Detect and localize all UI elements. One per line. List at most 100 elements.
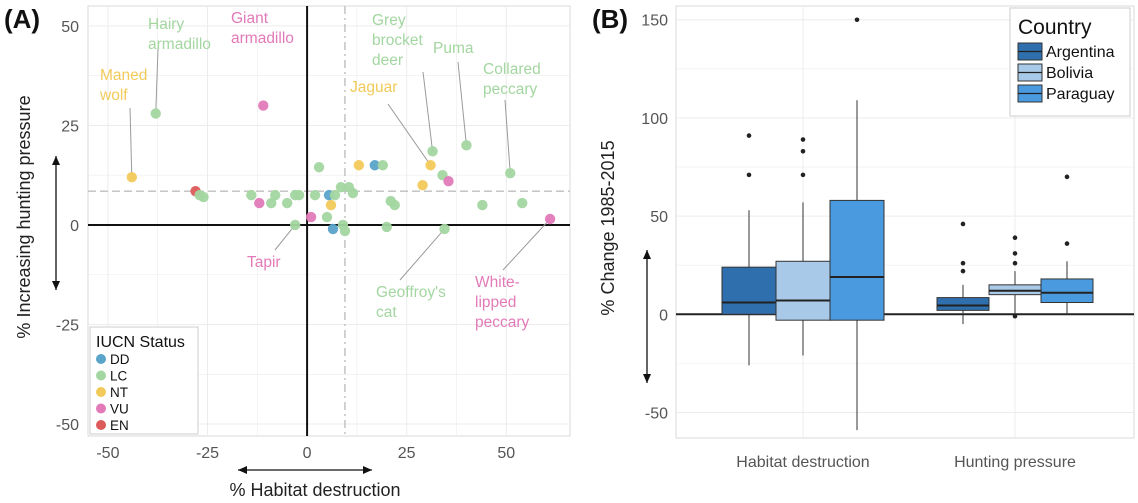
label-leader-line [129,107,133,178]
panel-a-points [126,100,556,237]
species-label: cat [376,304,397,321]
box-outlier [746,172,752,178]
box-plot [936,221,990,325]
iucn-legend-title: IUCN Status [96,334,185,351]
box-plot [829,17,885,431]
horizontal-double-arrow-icon [238,466,372,474]
x-tick-label: -50 [96,445,119,462]
country-legend-title: Country [1018,16,1092,39]
data-point [339,225,351,237]
y-tick-label: 150 [641,13,668,30]
data-point [377,160,388,171]
box-outlier [1012,260,1018,266]
data-point [281,197,293,209]
species-label: Puma [433,40,474,57]
data-point [347,187,359,199]
box-rect [721,266,777,315]
panel-a-y-ticks: -50 -25 0 25 50 [56,19,79,434]
box-outlier [854,17,860,23]
data-point [198,191,209,203]
x-tick-label: Hunting pressure [954,454,1076,471]
box-plot [988,235,1042,319]
y-tick-label: 50 [61,19,79,36]
box-outlier [1064,174,1070,180]
y-tick-label: -25 [56,318,79,335]
label-leader-line [399,228,445,281]
label-leader-line [155,48,159,114]
label-leader-line [502,218,551,271]
legend-item-label: NT [110,385,128,400]
species-label: Maned [100,67,147,84]
data-point [313,162,325,173]
panel-b-boxes [721,17,1094,431]
data-point [266,197,277,209]
y-tick-label: -50 [56,417,79,434]
vertical-double-arrow-icon [643,250,651,383]
label-leader-line [387,103,431,166]
data-point [270,189,281,201]
y-tick-label: 100 [641,111,668,128]
data-point [293,189,305,201]
species-label: Tapir [247,254,281,271]
data-point [309,189,321,201]
x-tick-label: -25 [196,445,219,462]
species-label: peccary [483,81,538,98]
data-point [369,160,381,171]
data-point [427,146,438,157]
species-label: White- [475,274,520,291]
data-point [425,160,436,171]
data-point [321,211,333,223]
legend-item-label: Paraguay [1046,86,1115,103]
country-legend: Country Argentina Bolivia Paraguay [1009,7,1131,117]
data-point [381,221,392,233]
data-point [126,172,138,183]
box-outlier [960,221,966,227]
box-outlier [800,172,806,178]
box-outlier [800,149,806,154]
x-tick-label: 25 [398,445,416,462]
label-leader-line [457,61,467,146]
box-outlier [960,268,966,274]
y-tick-label: 25 [61,118,79,135]
species-label: armadillo [231,30,294,47]
iucn-legend-box [89,326,199,435]
box-rect [829,199,885,321]
panel-b: (B) -50 0 50 100 150 Habitat destruction Hunt… [592,4,1135,471]
data-point [439,223,450,235]
box-outlier [1012,313,1018,319]
species-label: lipped [475,294,516,311]
legend-swatch [96,387,106,397]
panel-a-species-labels: HairyarmadilloGiantarmadilloManedwolfGre… [99,10,541,331]
box-outlier [746,133,752,138]
panel-a-label-leaders [129,48,551,281]
species-label: Giant [231,10,269,27]
data-point [417,179,428,191]
data-point [329,189,341,201]
label-leader-line [274,224,296,251]
x-tick-label: Habitat destruction [736,454,869,471]
panel-a-x-axis-title: % Habitat destruction [229,480,400,500]
legend-item-label: VU [110,402,129,417]
legend-swatch [96,354,106,364]
legend-item-label: LC [110,369,128,384]
data-point [335,181,347,193]
data-point [289,219,301,231]
legend-item-label: Argentina [1046,44,1115,61]
data-point [258,100,269,111]
panel-a-label: (A) [4,4,40,34]
box-plot [721,133,777,366]
legend-swatch [96,403,106,414]
panel-a-zero-axes [88,6,570,436]
y-tick-label: 0 [659,307,668,324]
data-point [461,140,472,151]
species-label: Collared [483,61,541,78]
data-point [254,197,265,209]
species-label: Jaguar [350,79,397,96]
species-label: Grey [372,12,406,29]
data-point [516,197,528,209]
species-label: Geoffroy's [376,284,446,301]
data-point [327,223,339,235]
label-leader-line [504,99,511,174]
